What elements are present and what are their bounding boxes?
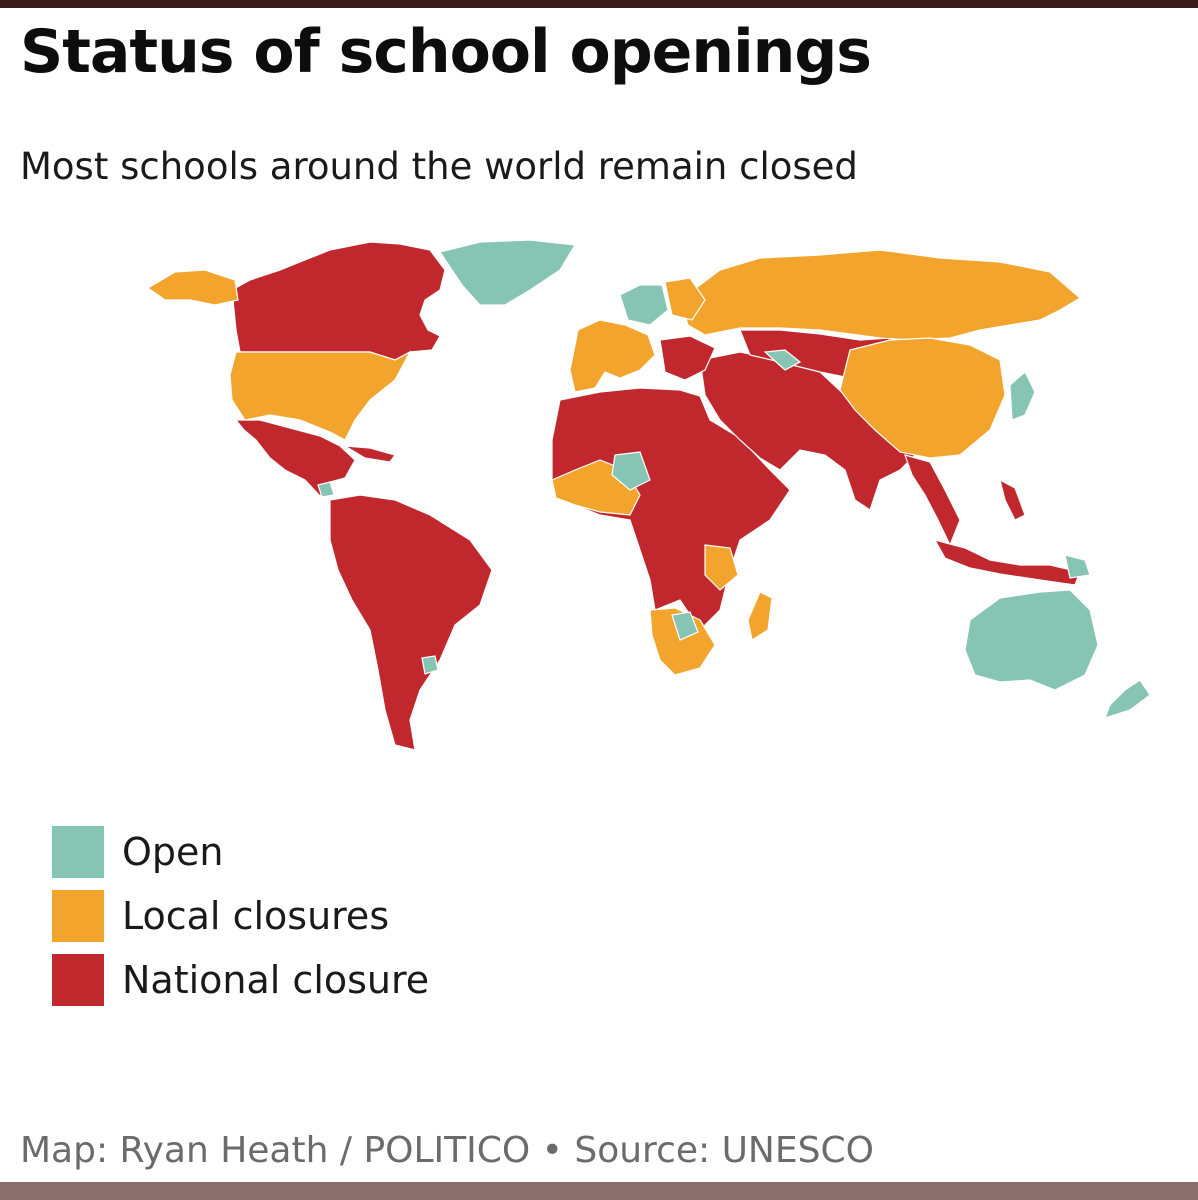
region-indonesia <box>933 539 1081 586</box>
region-caucasus <box>763 349 802 371</box>
legend-swatch <box>52 954 104 1006</box>
region-philippines <box>999 478 1026 521</box>
region-southern-africa <box>649 607 716 676</box>
region-south-central-africa <box>671 611 699 641</box>
world-map <box>130 232 1198 762</box>
national-closure-regions <box>231 241 1081 751</box>
legend-label: Open <box>122 830 224 874</box>
region-nordic <box>619 284 669 326</box>
map-title: Status of school openings <box>20 17 872 87</box>
region-southeast-asia <box>904 454 961 547</box>
region-greenland <box>439 239 576 306</box>
source-credit: Map: Ryan Heath / POLITICO • Source: UNE… <box>20 1130 874 1171</box>
open-regions <box>317 239 1151 719</box>
region-middle-east-south-asia <box>699 351 921 511</box>
region-caribbean <box>344 445 396 463</box>
legend-swatch <box>52 890 104 942</box>
region-canada <box>231 241 446 361</box>
region-australia <box>964 589 1099 691</box>
region-south-america <box>329 494 493 751</box>
region-japan <box>1009 371 1036 421</box>
world-map-svg <box>146 239 1151 751</box>
region-eastern-europe <box>659 335 716 381</box>
region-alaska <box>146 269 239 306</box>
region-central-america-open <box>317 481 335 498</box>
region-madagascar <box>747 591 773 641</box>
region-scandinavia <box>664 277 706 321</box>
local-closure-regions <box>146 249 1082 676</box>
region-china <box>839 337 1006 459</box>
legend-label: Local closures <box>122 894 390 938</box>
region-uruguay <box>421 655 439 675</box>
region-east-africa <box>704 544 739 591</box>
region-new-zealand <box>1103 679 1151 719</box>
region-western-europe <box>569 319 656 393</box>
map-subtitle: Most schools around the world remain clo… <box>20 145 858 188</box>
legend-label: National closure <box>122 958 430 1002</box>
legend-swatch <box>52 826 104 878</box>
region-usa <box>229 350 412 441</box>
top-accent-bar <box>0 0 1198 8</box>
bottom-accent-bar <box>0 1182 1198 1200</box>
region-russia <box>679 249 1082 341</box>
region-papua <box>1064 554 1091 579</box>
region-africa <box>551 387 791 631</box>
region-sahel <box>611 451 651 491</box>
